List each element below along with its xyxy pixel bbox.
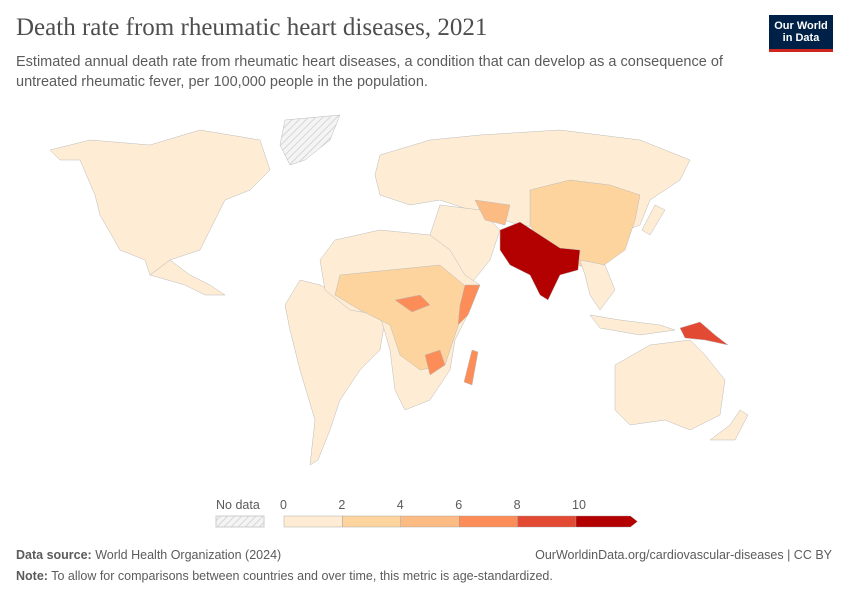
japan[interactable] [641,204,666,236]
legend-tick: 8 [513,498,521,512]
legend-bin-5[interactable] [575,515,638,528]
central-asia[interactable] [474,199,511,226]
central-africa[interactable] [394,294,431,313]
legend-tick: 2 [338,498,346,512]
australia[interactable] [614,339,726,431]
world-map [49,114,749,466]
legend-tick: 0 [280,498,287,512]
legend-bin-4[interactable] [517,515,577,528]
south-asia[interactable] [499,221,581,301]
legend-bin-3[interactable] [458,515,518,528]
new-zealand[interactable] [709,409,749,441]
somalia[interactable] [457,284,481,326]
legend-tick: 10 [572,498,586,512]
source-text: World Health Organization (2024) [95,548,282,562]
southeast-asia[interactable] [579,259,616,311]
indonesia[interactable] [589,314,676,336]
data-source: Data source: World Health Organization (… [16,548,281,562]
legend-no-data-label: No data [216,498,260,512]
note: Note: To allow for comparisons between c… [16,569,553,583]
legend-bar [215,515,638,528]
north-america[interactable] [49,129,271,276]
chart-title: Death rate from rheumatic heart diseases… [16,14,488,41]
legend-tick: 4 [396,498,404,512]
legend-tick: 6 [455,498,463,512]
logo-line1: Our World [774,20,828,32]
legend-bin-2[interactable] [400,515,460,528]
mozambique-zimbabwe[interactable] [424,349,446,376]
owid-logo[interactable]: Our World in Data [769,15,833,52]
legend-bin-0[interactable] [283,515,343,528]
papua-new-guinea[interactable] [679,321,729,346]
sub-saharan-africa[interactable] [334,264,471,371]
central-america[interactable] [149,259,226,296]
logo-line2: in Data [782,32,820,44]
source-label: Data source: [16,548,92,562]
note-text: To allow for comparisons between countri… [51,569,553,583]
legend-no-data-swatch [215,515,265,528]
chart-subtitle: Estimated annual death rate from rheumat… [16,54,723,90]
note-label: Note: [16,569,48,583]
source-url[interactable]: OurWorldinData.org/cardiovascular-diseas… [535,548,832,562]
madagascar[interactable] [463,349,479,386]
legend-bin-1[interactable] [342,515,401,528]
greenland[interactable] [279,114,341,166]
